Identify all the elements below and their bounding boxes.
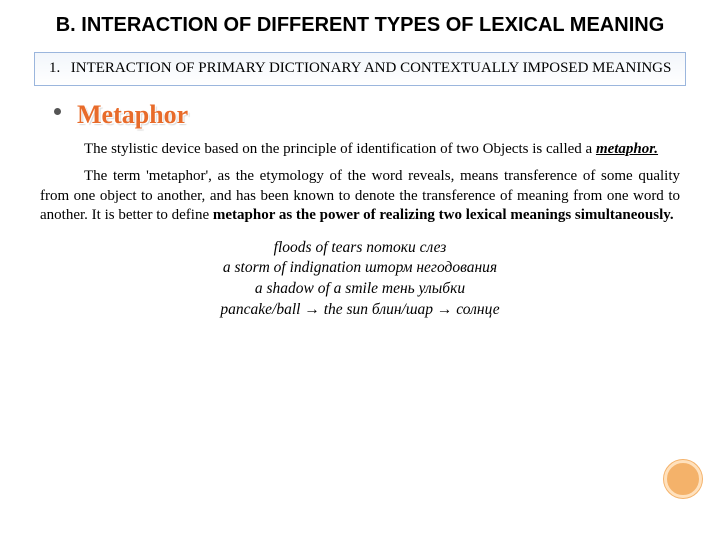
para1-text: The stylistic device based on the princi… [84,141,596,157]
para1-term: metaphor. [596,141,658,157]
example-line: pancake/ball → the sun блин/шар → солнце [40,300,680,321]
subheading-box: 1. INTERACTION OF PRIMARY DICTIONARY AND… [34,52,686,86]
decor-circle-icon [664,460,702,498]
para2-bold: metaphor as the power of realizing two l… [213,207,674,223]
subheading-number: 1. [49,59,67,79]
bullet-icon [54,108,61,115]
term-bullet-row: Metaphor [0,96,720,132]
definition-paragraph: The stylistic device based on the princi… [0,132,720,160]
example-line: a shadow of a smile тень улыбки [40,279,680,300]
subheading-text: INTERACTION OF PRIMARY DICTIONARY AND CO… [71,59,673,79]
example-line: floods of tears потоки слез [40,238,680,259]
page-title: B. INTERACTION OF DIFFERENT TYPES OF LEX… [0,0,720,46]
example-line: a storm of indignation шторм негодования [40,258,680,279]
term-heading: Metaphor [77,100,188,130]
explanation-paragraph: The term 'metaphor', as the etymology of… [0,159,720,226]
examples-block: floods of tears потоки слез a storm of i… [0,226,720,322]
